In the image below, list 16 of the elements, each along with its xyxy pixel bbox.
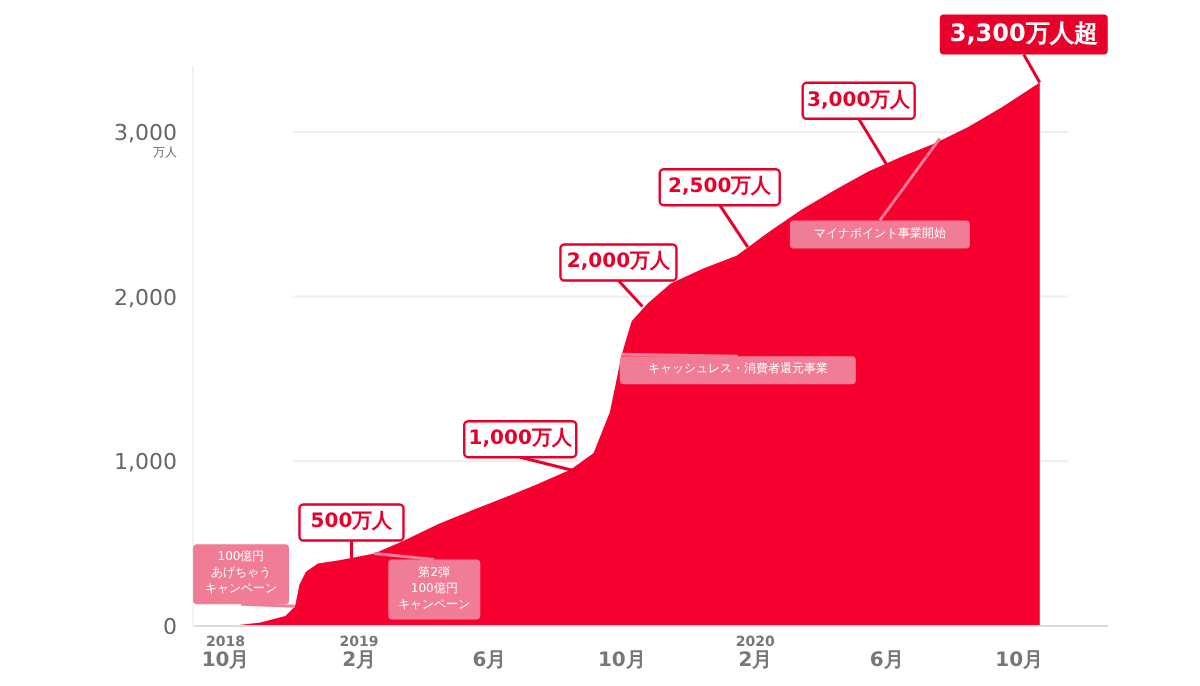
x-tick-label: 10月 [995,650,1044,672]
annotation: 3,300万人超 [949,18,1098,47]
annotation: 2,000万人 [566,249,673,274]
x-tick-label: 2018 10月 [201,634,250,672]
annotation: 500万人 [310,509,395,534]
annotation: 2,500万人 [668,174,774,199]
x-tick-label: 6月 [869,650,904,672]
x-tick-label: 10月 [597,650,646,672]
x-tick-label: 6月 [472,650,507,672]
y-tick-label: 0 [163,614,177,640]
x-tick-label: 2020 2月 [735,634,776,672]
annotation: 3,000万人 [807,87,913,112]
y-tick-label: 2,000 [114,284,177,311]
annotation: 1,000万人 [468,426,574,451]
x-tick-label: 2019 2月 [339,634,379,672]
y-tick-label: 1,000 [114,449,177,476]
